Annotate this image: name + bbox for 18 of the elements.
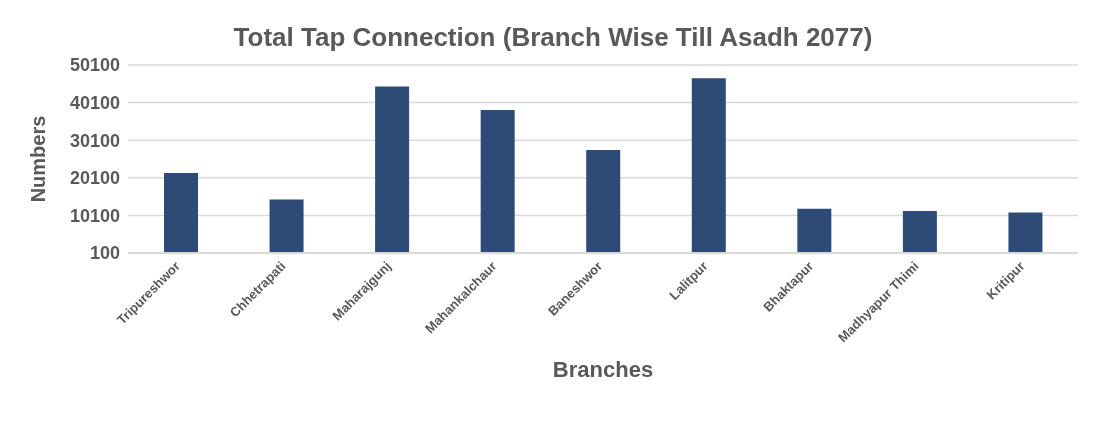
bar	[691, 78, 726, 253]
y-tick-label: 50100	[69, 55, 120, 76]
bar	[902, 210, 937, 253]
y-tick-label: 30100	[69, 130, 120, 151]
bar	[375, 86, 410, 253]
bar	[586, 149, 621, 253]
y-axis-title: Numbers	[27, 115, 50, 203]
bar	[1008, 212, 1043, 253]
y-tick-label: 100	[89, 243, 120, 264]
y-tick-label: 10100	[69, 205, 120, 226]
y-tick-label: 40100	[69, 92, 120, 113]
bar	[164, 172, 198, 253]
y-tick-label: 20100	[69, 168, 120, 189]
bar	[269, 199, 304, 253]
x-axis-title: Branches	[552, 357, 654, 382]
chart-title: Total Tap Connection (Branch Wise Till Asadh 2077)	[232, 22, 874, 53]
bar	[480, 110, 515, 253]
bar	[797, 208, 832, 253]
